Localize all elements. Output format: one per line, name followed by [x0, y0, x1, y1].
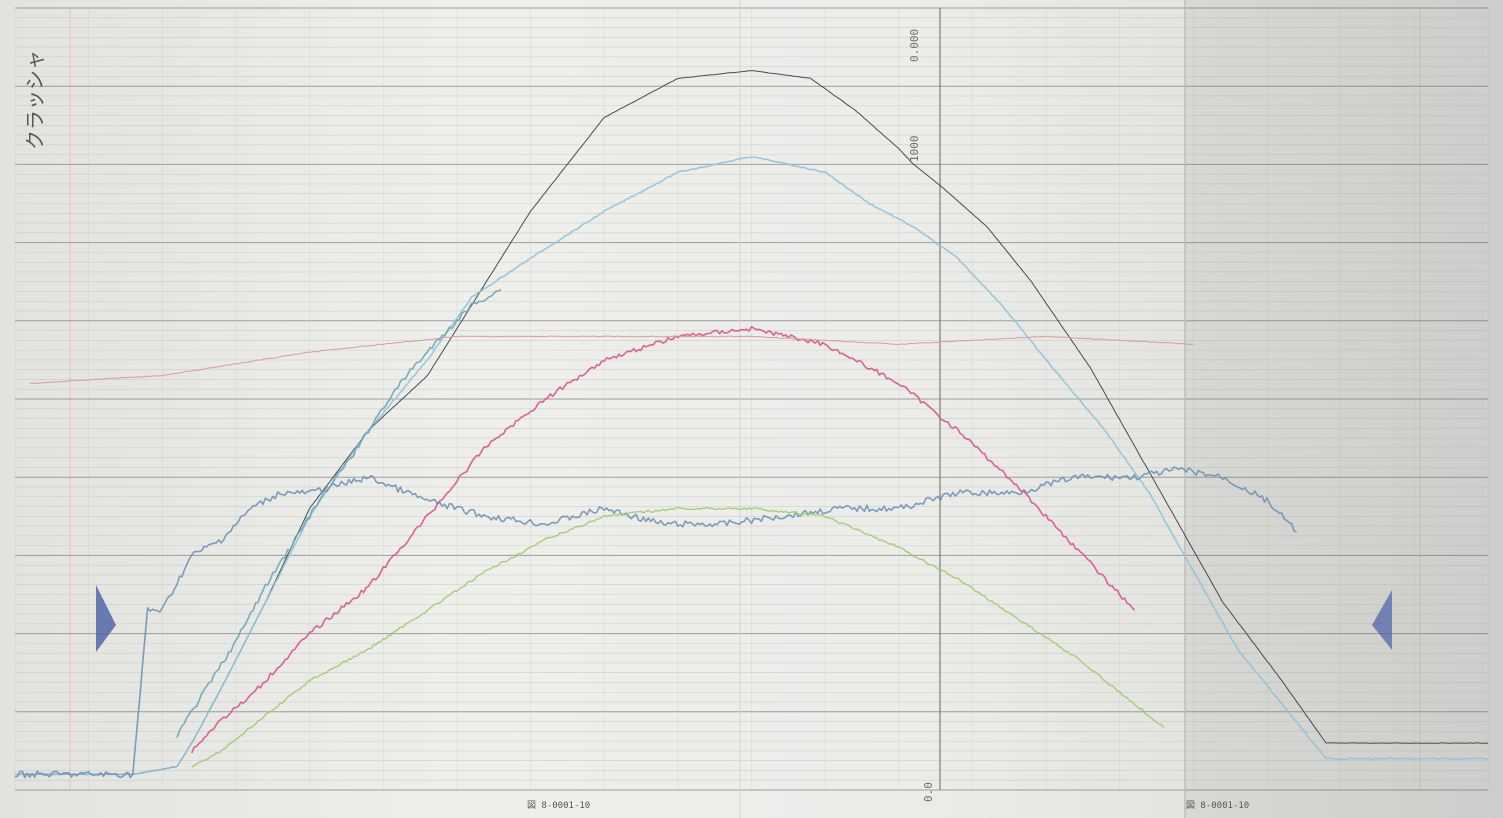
paper-fold-shadow — [1185, 0, 1503, 818]
trace-teal — [176, 288, 502, 738]
bottom-tick-label: 0.0 — [922, 782, 935, 802]
trace-red_faint — [29, 335, 1194, 384]
event-marker-left — [96, 585, 116, 652]
trace-green — [191, 506, 1165, 768]
trace-light_blue — [14, 156, 1489, 776]
center-tick-label: 0.000 — [908, 29, 921, 62]
footer-form-number: 図 8-0001-10 — [1186, 800, 1249, 811]
trace-pink — [191, 325, 1136, 754]
center-tick-label: 1000 — [908, 136, 921, 163]
event-marker-right — [1372, 590, 1392, 650]
paper-folds — [739, 0, 1503, 818]
handwritten-note: クラッシャ — [23, 50, 47, 150]
markers — [96, 585, 1392, 652]
trace-slate_blue — [14, 466, 1297, 779]
traces — [14, 70, 1489, 779]
footer-form-number: 図 8-0001-10 — [527, 800, 590, 811]
